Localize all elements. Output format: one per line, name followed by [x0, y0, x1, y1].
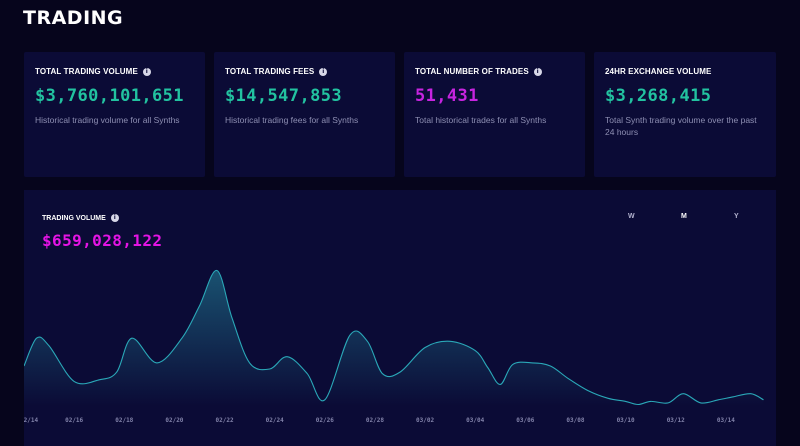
stat-card-total-trading-fees: TOTAL TRADING FEES i $14,547,853 Histori…: [214, 52, 395, 177]
volume-point[interactable]: [96, 377, 102, 383]
trading-volume-chart: 02/14 02/16 02/18 02/20 02/22 02/24 02/26 02/28…: [24, 267, 766, 424]
card-label: TOTAL NUMBER OF TRADES i: [415, 67, 542, 76]
x-tick-label: 02/24: [266, 417, 284, 424]
chart-label: TRADING VOLUME i: [42, 214, 119, 222]
card-description: Total historical trades for all Synths: [415, 115, 547, 125]
volume-point[interactable]: [530, 360, 536, 366]
x-tick-label: 02/28: [366, 417, 384, 424]
stat-card-total-trading-volume: TOTAL TRADING VOLUME i $3,760,101,651 Hi…: [24, 52, 205, 177]
volume-point[interactable]: [605, 395, 611, 401]
volume-point[interactable]: [129, 335, 135, 341]
volume-point[interactable]: [497, 381, 503, 387]
period-month-button[interactable]: M: [681, 213, 687, 220]
volume-point[interactable]: [364, 338, 370, 344]
x-tick-label: 02/14: [24, 417, 38, 424]
card-label-text: TOTAL TRADING FEES: [225, 67, 315, 76]
volume-point[interactable]: [284, 354, 290, 360]
volume-point[interactable]: [322, 397, 328, 403]
x-tick-label: 03/14: [717, 417, 735, 424]
volume-point[interactable]: [665, 400, 671, 406]
card-value: $3,268,415: [605, 86, 712, 106]
volume-point[interactable]: [304, 371, 310, 377]
volume-area: [24, 270, 764, 406]
volume-point[interactable]: [229, 315, 235, 321]
x-tick-label: 03/08: [566, 417, 584, 424]
volume-point[interactable]: [214, 267, 220, 273]
volume-point[interactable]: [623, 398, 629, 404]
volume-point[interactable]: [648, 398, 654, 404]
volume-point[interactable]: [379, 371, 385, 377]
volume-point[interactable]: [247, 360, 253, 366]
card-description: Historical trading volume for all Synths: [35, 115, 180, 125]
card-value: 51,431: [415, 86, 479, 106]
info-icon[interactable]: i: [110, 214, 119, 222]
card-label: TOTAL TRADING FEES i: [225, 67, 328, 76]
volume-point[interactable]: [472, 348, 478, 354]
volume-point[interactable]: [485, 365, 491, 371]
x-tick-label: 02/20: [165, 417, 183, 424]
volume-point[interactable]: [34, 335, 40, 341]
volume-point[interactable]: [760, 397, 766, 403]
card-label-text: TOTAL TRADING VOLUME: [35, 67, 138, 76]
volume-point[interactable]: [565, 375, 571, 381]
volume-point[interactable]: [114, 369, 120, 375]
volume-point[interactable]: [698, 400, 704, 406]
volume-point[interactable]: [585, 388, 591, 394]
card-label: 24HR EXCHANGE VOLUME: [605, 67, 711, 76]
volume-point[interactable]: [680, 391, 686, 397]
x-tick-label: 02/16: [65, 417, 83, 424]
period-year-button[interactable]: Y: [734, 213, 739, 220]
card-label: TOTAL TRADING VOLUME i: [35, 67, 151, 76]
volume-point[interactable]: [154, 360, 160, 366]
x-tick-label: 03/02: [416, 417, 434, 424]
volume-point[interactable]: [422, 344, 428, 350]
page-title: TRADING: [23, 7, 124, 29]
volume-point[interactable]: [71, 378, 77, 384]
volume-point[interactable]: [46, 343, 52, 349]
volume-point[interactable]: [179, 335, 185, 341]
x-tick-label: 02/26: [316, 417, 334, 424]
x-tick-label: 02/18: [115, 417, 133, 424]
x-tick-label: 03/06: [516, 417, 534, 424]
volume-point[interactable]: [347, 332, 353, 338]
chart-label-text: TRADING VOLUME: [42, 214, 106, 222]
card-value: $3,760,101,651: [35, 86, 184, 106]
card-label-text: 24HR EXCHANGE VOLUME: [605, 67, 712, 76]
volume-point[interactable]: [715, 397, 721, 403]
x-tick-label: 03/10: [617, 417, 635, 424]
chart-total-value: $659,028,122: [42, 231, 163, 250]
card-value: $14,547,853: [225, 86, 342, 106]
volume-point[interactable]: [196, 303, 202, 309]
x-tick-label: 03/12: [667, 417, 685, 424]
card-description: Historical trading fees for all Synths: [225, 115, 359, 125]
card-label-text: TOTAL NUMBER OF TRADES: [415, 67, 529, 76]
volume-point[interactable]: [510, 361, 516, 367]
info-icon[interactable]: i: [533, 67, 542, 76]
stat-cards: TOTAL TRADING VOLUME i $3,760,101,651 Hi…: [24, 52, 776, 177]
volume-point[interactable]: [748, 391, 754, 397]
volume-point[interactable]: [547, 363, 553, 369]
stat-card-total-number-of-trades: TOTAL NUMBER OF TRADES i 51,431 Total hi…: [404, 52, 585, 177]
card-description: Total Synth trading volume over the past…: [605, 115, 757, 137]
period-week-button[interactable]: W: [628, 213, 635, 220]
volume-point[interactable]: [635, 401, 641, 407]
volume-point[interactable]: [730, 394, 736, 400]
volume-point[interactable]: [267, 366, 273, 372]
x-axis-ticks: 02/14 02/16 02/18 02/20 02/22 02/24 02/26 02/28…: [24, 417, 735, 424]
x-tick-label: 03/04: [466, 417, 484, 424]
info-icon[interactable]: i: [319, 67, 328, 76]
volume-line: [24, 269, 764, 406]
x-tick-label: 02/22: [216, 417, 234, 424]
info-icon[interactable]: i: [142, 67, 151, 76]
volume-point[interactable]: [397, 369, 403, 375]
stat-card-24hr-exchange-volume: 24HR EXCHANGE VOLUME $3,268,415 Total Sy…: [594, 52, 776, 177]
volume-point[interactable]: [447, 338, 453, 344]
trading-volume-panel: 02/14 02/16 02/18 02/20 02/22 02/24 02/26 02/28…: [24, 190, 776, 446]
